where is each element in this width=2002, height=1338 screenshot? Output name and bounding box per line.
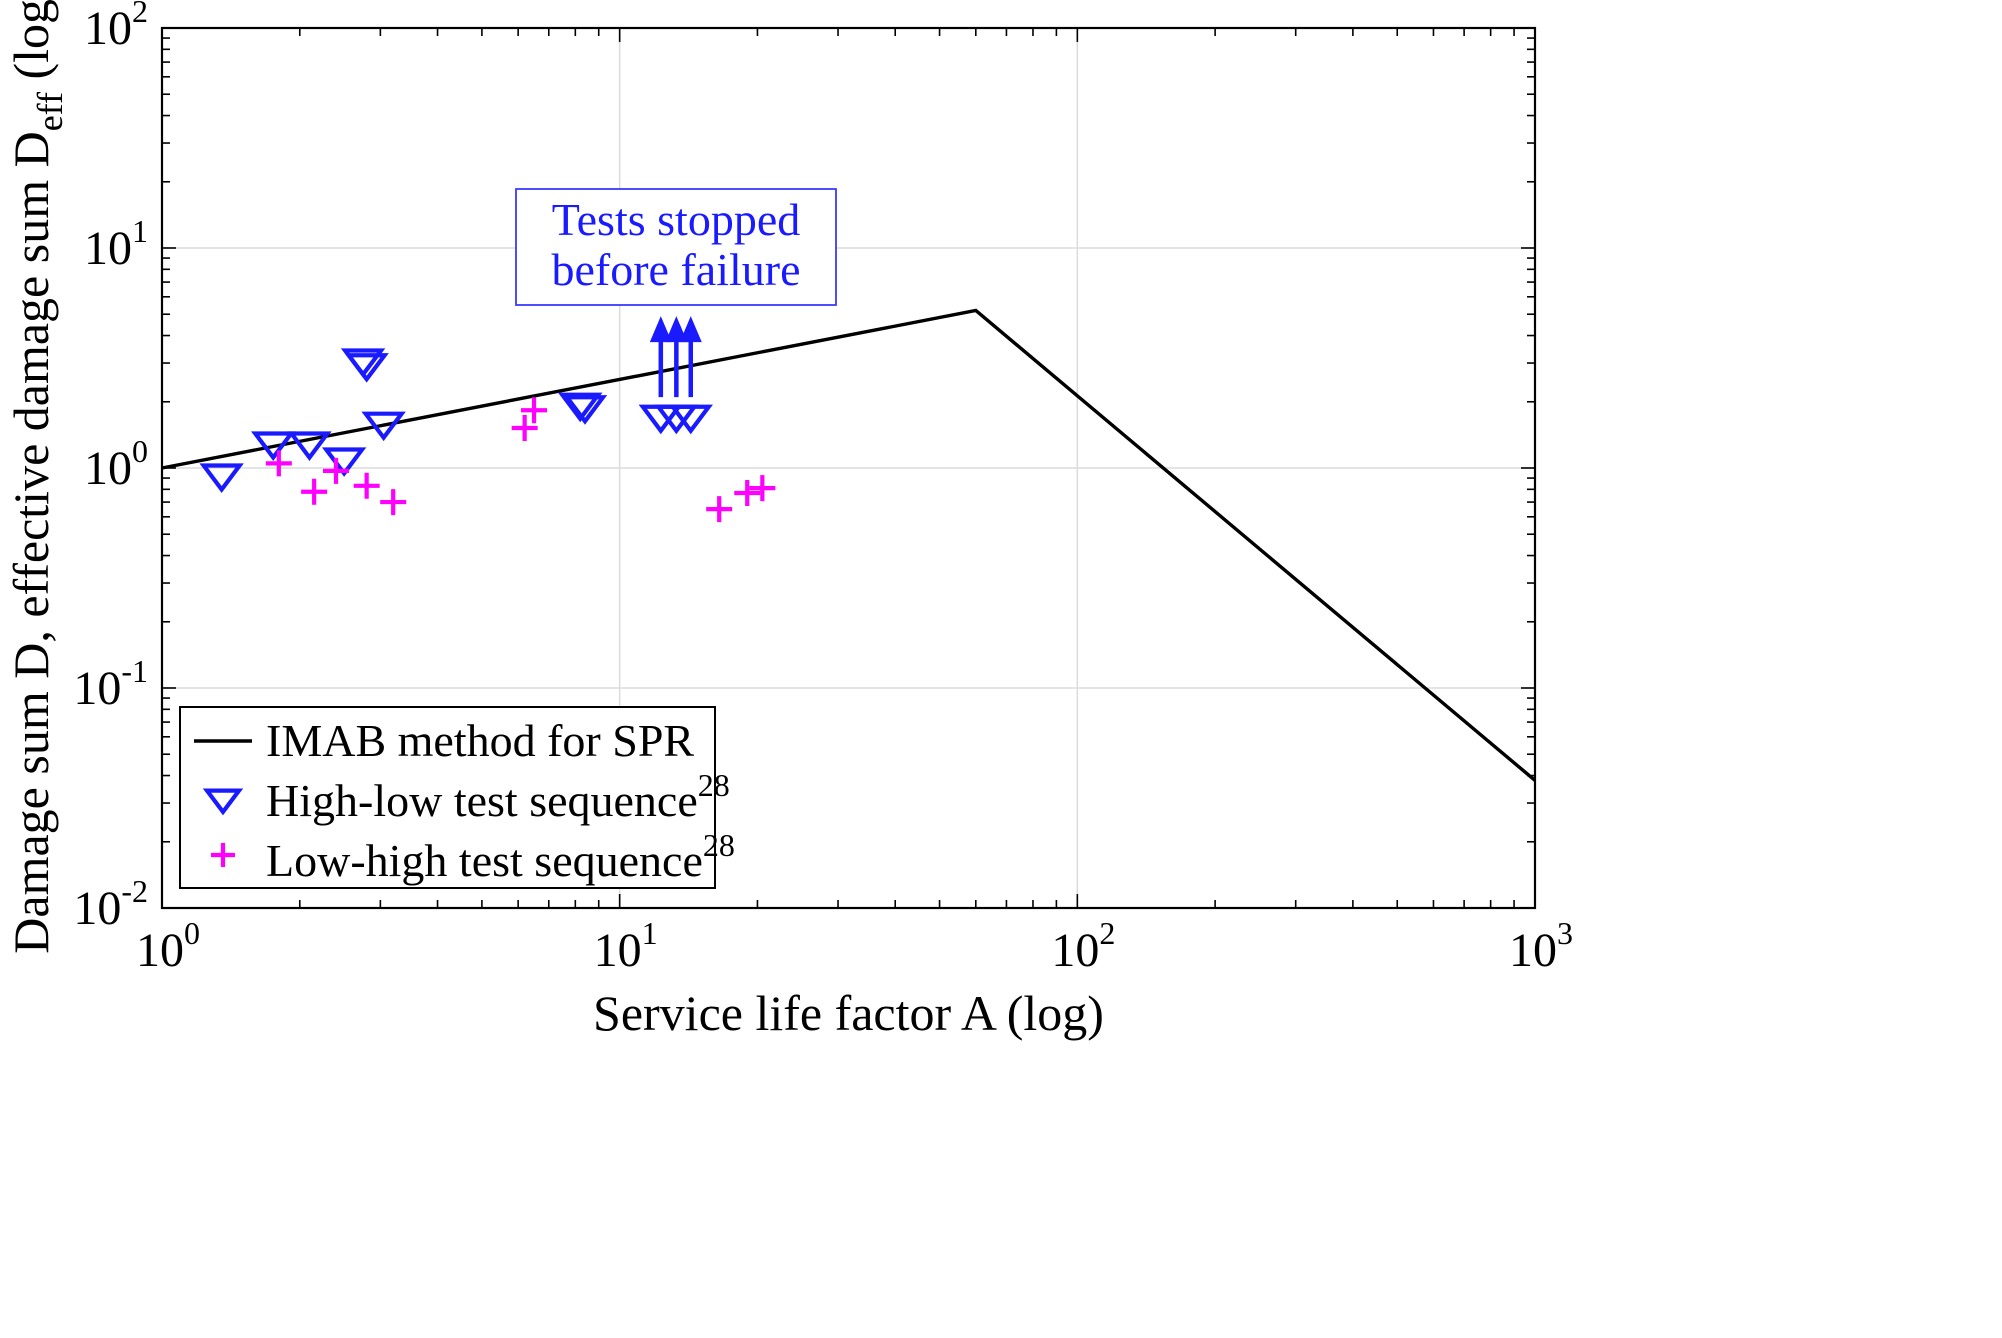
legend-label-name: Low-high test sequence	[266, 835, 703, 886]
legend-label-superscript: 28	[698, 767, 730, 803]
legend-entry-0: IMAB method for SPR	[194, 715, 694, 766]
y-tick-label: 101	[84, 213, 148, 275]
high-low-point	[562, 395, 608, 425]
low-high-point	[323, 457, 350, 484]
x-axis-label: Service life factor A (log)	[593, 985, 1104, 1041]
series-2	[265, 397, 776, 523]
tick-base: 10	[73, 882, 121, 935]
legend-plus-swatch	[211, 843, 235, 867]
tick-exponent: 0	[184, 915, 200, 951]
high-low-point	[361, 411, 406, 442]
axis-ticks	[161, 28, 1535, 909]
legend-label: IMAB method for SPR	[266, 715, 694, 766]
low-high-point	[521, 397, 548, 424]
y-tick-label: 10-2	[73, 873, 148, 935]
y-tick-label: 100	[84, 433, 148, 495]
tick-exponent: -2	[121, 873, 148, 909]
legend-label: High-low test sequence28	[266, 767, 730, 826]
legend-label-superscript: 28	[703, 827, 735, 863]
y-axis-label: Damage sum D, effective damage sum Deff …	[3, 0, 70, 954]
annotation-frame	[515, 188, 837, 306]
series-0	[161, 308, 1537, 782]
legend-entry-2: Low-high test sequence28	[211, 827, 735, 886]
x-tick-label: 102	[1051, 915, 1115, 977]
high-low-point	[344, 353, 389, 383]
tick-base: 10	[594, 924, 642, 977]
low-high-point	[511, 414, 538, 441]
legend-frame	[179, 706, 716, 889]
low-high-point	[706, 496, 733, 523]
imab-line	[161, 308, 1537, 782]
tick-exponent: 2	[1099, 915, 1115, 951]
tick-exponent: 2	[132, 0, 148, 29]
y-axis-label-subscript: eff	[30, 92, 70, 131]
y-tick-label: 102	[84, 0, 148, 55]
low-high-point	[301, 478, 328, 505]
high-low-point	[287, 431, 332, 461]
tick-base: 10	[84, 2, 132, 55]
annotation-line-1: Tests stopped	[552, 194, 801, 245]
low-high-point	[265, 450, 292, 477]
high-low-point	[668, 404, 713, 435]
tick-base: 10	[1509, 924, 1557, 977]
legend-triangle-swatch	[202, 788, 244, 816]
annotation-box: Tests stopped before failure	[515, 188, 837, 306]
high-low-point	[558, 392, 603, 423]
legend-entry-1: High-low test sequence28	[202, 767, 730, 826]
tick-exponent: 1	[132, 213, 148, 249]
tick-exponent: 0	[132, 433, 148, 469]
low-high-point	[749, 475, 776, 502]
x-tick-labels: 100 101 102 103	[136, 915, 1573, 977]
low-high-point	[380, 489, 407, 516]
series-1	[199, 348, 713, 493]
series-layer	[161, 308, 1537, 782]
tick-exponent: -1	[121, 653, 148, 689]
legend-label-name: High-low test sequence	[266, 775, 698, 826]
high-low-point	[251, 431, 296, 461]
low-high-point	[353, 472, 380, 499]
legend-label: Low-high test sequence28	[266, 827, 735, 886]
y-axis-label-suffix: (log)	[3, 0, 59, 92]
y-tick-label: 10-1	[73, 653, 148, 715]
arrows	[649, 316, 702, 398]
tick-exponent: 1	[642, 915, 658, 951]
stopped-test-arrow-head	[665, 316, 688, 343]
tick-base: 10	[73, 662, 121, 715]
high-low-point	[199, 463, 244, 493]
tick-exponent: 3	[1557, 915, 1573, 951]
tick-base: 10	[136, 924, 184, 977]
tick-base: 10	[84, 222, 132, 275]
x-tick-label: 100	[136, 915, 200, 977]
annotation-line-2: before failure	[551, 244, 800, 295]
x-tick-label: 101	[594, 915, 658, 977]
tick-base: 10	[84, 442, 132, 495]
low-high-point	[734, 479, 761, 506]
y-axis-label-main: Damage sum D, effective damage sum D	[3, 131, 59, 953]
legend-label-name: IMAB method for SPR	[266, 715, 694, 766]
tick-base: 10	[1051, 924, 1099, 977]
stopped-test-arrow-head	[649, 316, 672, 343]
x-tick-label: 103	[1509, 915, 1573, 977]
stopped-test-arrow-head	[679, 316, 702, 343]
